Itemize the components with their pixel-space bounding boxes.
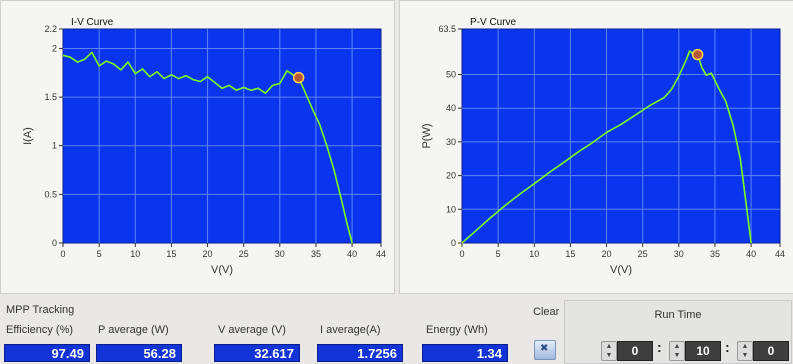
y-tick-label: 40 xyxy=(446,103,456,113)
p-average-label: P average (W) xyxy=(98,324,169,336)
seconds-spinner[interactable]: ▲ ▼ xyxy=(737,341,753,361)
x-tick-label: 0 xyxy=(459,249,464,259)
run-time-title: Run Time xyxy=(654,309,702,321)
x-tick-label: 35 xyxy=(710,249,720,259)
x-tick-label: 35 xyxy=(311,249,321,259)
x-tick-label: 10 xyxy=(130,249,140,259)
efficiency-value: 97.49 xyxy=(4,344,90,362)
x-tick-label: 5 xyxy=(496,249,501,259)
seconds-value[interactable]: 0 xyxy=(753,341,789,361)
efficiency-label-line2: Efficiency (%) xyxy=(6,324,74,336)
y-tick-label: 1 xyxy=(52,141,57,151)
x-tick-label: 20 xyxy=(203,249,213,259)
y-tick-label: 0.5 xyxy=(44,189,57,199)
x-tick-label: 30 xyxy=(275,249,285,259)
mpp-marker xyxy=(292,71,305,84)
series-line xyxy=(461,50,752,244)
y-tick-label: 1.5 xyxy=(44,92,57,102)
iv-curve-panel: I-V Curve 0 5 10 15 20 25 30 35 40 44 0 0.5 1 1.5 2 2.2 V… xyxy=(0,0,395,294)
y-tick-label: 0 xyxy=(451,238,456,248)
i-average-value: 1.7256 xyxy=(317,344,403,362)
x-tick-label: 40 xyxy=(347,249,357,259)
hours-value[interactable]: 0 xyxy=(617,341,653,361)
y-tick-label: 63.5 xyxy=(438,24,456,34)
i-average-label: I average(A) xyxy=(320,324,381,336)
plot-area xyxy=(62,28,382,244)
series-line xyxy=(62,51,353,244)
x-axis-label: V(V) xyxy=(211,264,233,276)
iv-curve-chart: I-V Curve 0 5 10 15 20 25 30 35 40 44 0 0.5 1 1.5 2 2.2 V… xyxy=(22,17,386,276)
x-tick-label: 0 xyxy=(60,249,65,259)
v-average-value: 32.617 xyxy=(214,344,300,362)
x-tick-label: 10 xyxy=(529,249,539,259)
energy-value: 1.34 xyxy=(422,344,508,362)
clear-label: Clear xyxy=(533,306,560,318)
y-tick-label: 0 xyxy=(52,238,57,248)
chart-title: I-V Curve xyxy=(71,17,114,28)
pv-curve-chart: P-V Curve 0 5 10 15 20 25 30 35 40 44 0 10 20 30 40 50 63… xyxy=(421,17,785,276)
x-tick-label: 20 xyxy=(602,249,612,259)
y-tick-label: 30 xyxy=(446,137,456,147)
mpp-marker xyxy=(691,48,704,61)
x-tick-label: 25 xyxy=(638,249,648,259)
x-tick-label: 15 xyxy=(166,249,176,259)
chart-title: P-V Curve xyxy=(470,17,517,28)
x-tick-label: 5 xyxy=(97,249,102,259)
x-axis-label: V(V) xyxy=(610,264,632,276)
y-tick-label: 20 xyxy=(446,171,456,181)
time-separator: : xyxy=(657,339,662,355)
x-tick-label: 44 xyxy=(775,249,785,259)
x-tick-label: 40 xyxy=(746,249,756,259)
x-tick-label: 25 xyxy=(239,249,249,259)
energy-label: Energy (Wh) xyxy=(426,324,488,336)
plot-area xyxy=(461,28,781,244)
minutes-value[interactable]: 10 xyxy=(685,341,721,361)
hours-spinner[interactable]: ▲ ▼ xyxy=(601,341,617,361)
y-tick-label: 2 xyxy=(52,43,57,53)
p-average-value: 56.28 xyxy=(96,344,182,362)
clear-icon: ✖ xyxy=(540,343,549,354)
minutes-spinner[interactable]: ▲ ▼ xyxy=(669,341,685,361)
pv-curve-panel: P-V Curve 0 5 10 15 20 25 30 35 40 44 0 10 20 30 40 50 63… xyxy=(399,0,793,294)
x-tick-label: 44 xyxy=(376,249,386,259)
v-average-label: V average (V) xyxy=(218,324,286,336)
run-time-box: Run Time ▲ ▼ 0 : ▲ ▼ 10 : ▲ ▼ 0 xyxy=(564,300,792,364)
clear-button[interactable]: ✖ xyxy=(534,340,556,360)
y-tick-label: 2.2 xyxy=(44,24,57,34)
y-axis-label: I(A) xyxy=(22,127,34,145)
x-tick-label: 30 xyxy=(674,249,684,259)
x-tick-label: 15 xyxy=(565,249,575,259)
y-tick-label: 10 xyxy=(446,204,456,214)
y-axis-label: P(W) xyxy=(421,123,433,148)
efficiency-label-line1: MPP Tracking xyxy=(6,304,75,316)
y-tick-label: 50 xyxy=(446,69,456,79)
measurements-bar: MPP Tracking Efficiency (%) 97.49 P aver… xyxy=(0,294,793,364)
time-separator: : xyxy=(725,339,730,355)
